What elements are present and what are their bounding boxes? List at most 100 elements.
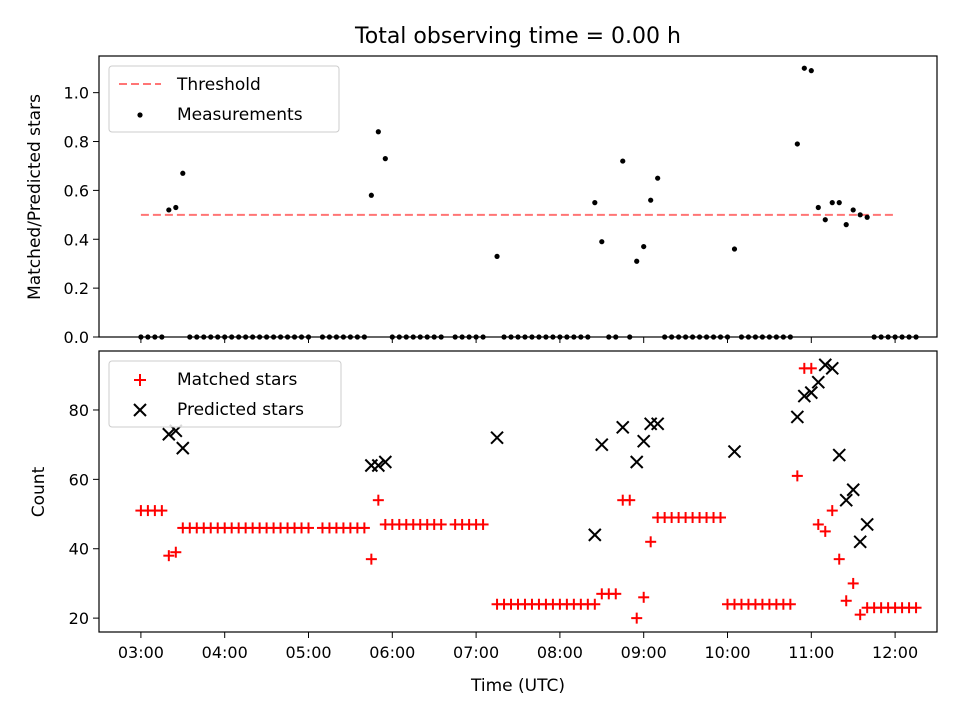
measurement-point: [731, 246, 738, 252]
x-tick-label: 12:00: [872, 643, 918, 662]
predicted-star-point: [490, 431, 504, 445]
chart-title: Total observing time = 0.00 h: [354, 24, 681, 49]
predicted-star-point: [588, 528, 602, 542]
bottom-y-tick-label: 60: [69, 470, 89, 489]
predicted-star-point-b: [727, 444, 742, 459]
measurement-point: [375, 129, 381, 135]
matched-star-point: [826, 505, 838, 517]
measurement-point: [173, 204, 179, 211]
legend-predicted-label: Predicted stars: [177, 400, 304, 420]
legend-matched-label: Matched stars: [177, 370, 297, 390]
matched-star-point: [812, 518, 824, 530]
measurement-point: [599, 239, 605, 245]
matched-star-point: [784, 598, 796, 610]
measurement-point: [794, 141, 800, 147]
legend-predicted-swatch: [133, 403, 147, 417]
predicted-star-point: [839, 493, 853, 507]
predicted-star-point-b: [616, 420, 630, 435]
predicted-star-point: [162, 427, 176, 441]
measurement-point: [620, 158, 626, 164]
measurement-point: [166, 207, 172, 213]
top-y-tick-label: 0.0: [64, 328, 89, 347]
matched-star-point: [589, 598, 601, 610]
top-axes-frame: [98, 55, 938, 338]
x-axis-label: Time (UTC): [470, 676, 565, 696]
top-y-tick-label: 0.6: [64, 181, 89, 200]
predicted-star-point-b: [797, 389, 812, 403]
legend-matched-swatch: [134, 374, 146, 386]
top-y-tick-label: 0.8: [64, 133, 89, 152]
x-tick-label: 09:00: [621, 643, 667, 662]
matched-star-point: [805, 362, 817, 374]
matched-star-point: [638, 591, 650, 603]
predicted-star-point: [846, 483, 860, 497]
bottom-legend-box: [108, 360, 342, 428]
matched-star-point: [631, 612, 643, 624]
bottom-y-tick-label: 80: [69, 401, 89, 420]
predicted-star-point: [825, 361, 839, 376]
x-tick-label: 08:00: [537, 643, 583, 662]
predicted-star-point-b: [811, 375, 825, 389]
matched-star-point: [791, 470, 803, 482]
measurement-point: [368, 192, 374, 198]
bottom-y-ticks: 20 40 60 80: [69, 401, 99, 628]
measurement-point: [864, 214, 870, 220]
measurement-point: [843, 222, 849, 228]
top-y-tick-label: 0.2: [64, 279, 89, 298]
measurement-point: [494, 253, 500, 259]
x-tick-label: 06:00: [369, 643, 415, 662]
x-tick-label: 05:00: [285, 643, 331, 662]
predicted-star-point: [595, 437, 609, 452]
top-y-ticks: 0.0 0.2 0.4 0.6 0.8 1.0: [64, 84, 99, 347]
predicted-star-point-b: [490, 431, 504, 445]
measurement-point: [641, 243, 647, 250]
top-legend: Threshold Measurements: [108, 65, 340, 133]
bottom-y-tick-label: 20: [69, 609, 89, 628]
predicted-star-point: [860, 517, 874, 532]
bottom-legend: Matched stars Predicted stars: [108, 360, 342, 428]
measurement-point: [382, 156, 388, 162]
predicted-star-point-b: [595, 437, 609, 452]
measurement-point: [655, 175, 661, 181]
predicted-star-point: [371, 458, 386, 473]
bottom-y-axis-label: Count: [29, 466, 49, 517]
predicted-star-point-b: [839, 493, 853, 507]
top-legend-box: [108, 65, 340, 133]
x-tick-label: 10:00: [704, 643, 750, 662]
predicted-star-point: [176, 441, 190, 455]
measurement-point: [592, 200, 598, 206]
matched-star-point: [365, 553, 377, 565]
predicted-star-point-b: [832, 448, 846, 462]
predicted-star-point: [650, 417, 665, 431]
x-tick-label: 11:00: [788, 643, 834, 662]
measurement-point: [648, 197, 654, 203]
predicted-star-point-b: [860, 517, 874, 532]
matched-star-point: [156, 505, 168, 517]
predicted-star-point: [811, 375, 825, 389]
predicted-star-point-b: [846, 483, 860, 497]
bottom-y-tick-label: 40: [69, 540, 89, 559]
measurement-point: [822, 217, 828, 223]
predicted-star-point-b: [176, 441, 190, 455]
predicted-star-point: [727, 444, 742, 459]
predicted-star-point-b: [818, 358, 832, 372]
measurement-point: [850, 207, 856, 213]
matched-star-point: [715, 512, 727, 524]
predicted-star-point-b: [371, 458, 386, 473]
predicted-star-point: [797, 389, 812, 403]
x-tick-label: 04:00: [202, 643, 248, 662]
predicted-star-point-b: [825, 361, 839, 376]
predicted-star-point: [853, 535, 867, 549]
x-tick-label: 03:00: [118, 643, 164, 662]
predicted-star-point: [818, 358, 832, 372]
legend-threshold-label: Threshold: [176, 75, 261, 95]
predicted-star-point-b: [588, 528, 602, 542]
measurement-point: [857, 212, 863, 218]
matched-star-point: [372, 494, 384, 506]
legend-measurements-label: Measurements: [177, 105, 303, 125]
measurement-point: [815, 204, 821, 211]
matched-star-point: [435, 518, 447, 530]
predicted-star-point: [636, 434, 651, 448]
